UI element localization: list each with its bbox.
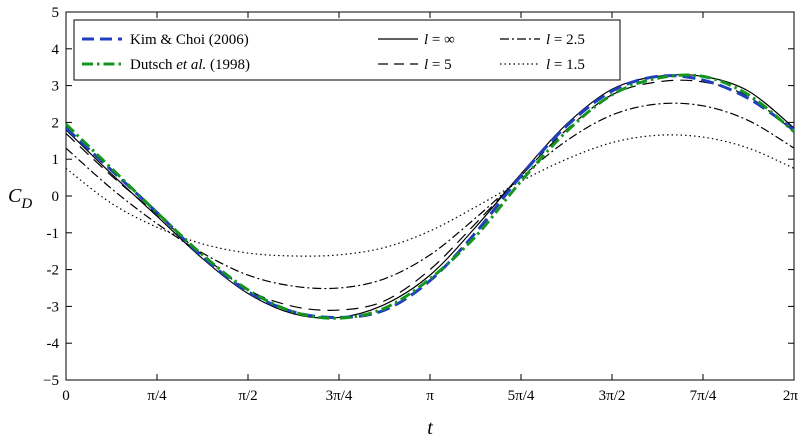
legend-label-l-1-5: l = 1.5	[546, 57, 585, 73]
axis-ticks	[65, 11, 795, 381]
legend-label-l-1-5-var: l	[546, 57, 550, 73]
legend-label-dutsch-author: Dutsch	[130, 57, 176, 73]
legend-label-l-5-val: = 5	[428, 57, 451, 73]
legend-label-dutsch-etal: et al.	[176, 57, 206, 73]
legend-label-l-2-5-val: = 2.5	[550, 32, 585, 48]
legend-label-kim-choi: Kim & Choi (2006)	[130, 32, 249, 48]
legend-label-dutsch: Dutsch et al. (1998)	[130, 57, 250, 73]
legend-label-l-5-var: l	[424, 57, 428, 73]
legend-label-dutsch-year: (1998)	[206, 57, 250, 73]
x-tick-label: π/2	[238, 388, 257, 404]
legend-label-l-inf-var: l	[424, 32, 428, 48]
legend-label-l-2-5: l = 2.5	[546, 32, 585, 48]
y-axis-label: CD	[8, 185, 32, 212]
legend-label-l-inf-val: = ∞	[428, 32, 455, 48]
x-tick-label: 7π/4	[690, 388, 717, 404]
legend-label-l-1-5-val: = 1.5	[550, 57, 585, 73]
y-tick-label: -4	[47, 336, 60, 352]
x-tick-label: 3π/2	[599, 388, 626, 404]
y-tick-label: 5	[52, 5, 60, 21]
x-tick-label: 2π	[783, 388, 799, 404]
x-tick-labels: 0 π/4 π/2 3π/4 π 5π/4 3π/2 7π/4 2π	[62, 388, 798, 404]
legend: Kim & Choi (2006) Dutsch et al. (1998) l…	[73, 19, 621, 81]
y-tick-label: 4	[52, 42, 60, 58]
x-axis-label: t	[427, 417, 433, 439]
y-axis-label-main: C	[8, 185, 22, 207]
series-line-3	[65, 79, 795, 311]
x-tick-label: π/4	[147, 388, 167, 404]
x-tick-label: 5π/4	[508, 388, 535, 404]
x-tick-label: π	[426, 388, 434, 404]
y-tick-label: 2	[52, 115, 60, 131]
series-lines	[64, 73, 795, 320]
y-tick-label: 1	[52, 152, 60, 168]
y-tick-label: 3	[52, 79, 60, 95]
legend-label-l-2-5-var: l	[546, 32, 550, 48]
legend-label-l-inf: l = ∞	[424, 32, 455, 48]
x-tick-label: 0	[62, 388, 70, 404]
y-tick-label: 0	[52, 189, 60, 205]
series-line-1	[64, 73, 795, 320]
y-tick-label: −5	[43, 373, 59, 389]
y-tick-label: -3	[47, 299, 60, 315]
y-axis-label-subscript: D	[20, 196, 32, 212]
x-tick-label: 3π/4	[326, 388, 353, 404]
legend-box	[73, 19, 621, 81]
y-tick-label: -1	[47, 226, 60, 242]
y-tick-label: -2	[47, 263, 60, 279]
y-tick-labels: 5 4 3 2 1 0 -1 -2 -3 -4 −5	[43, 5, 59, 389]
legend-label-l-5: l = 5	[424, 57, 452, 73]
